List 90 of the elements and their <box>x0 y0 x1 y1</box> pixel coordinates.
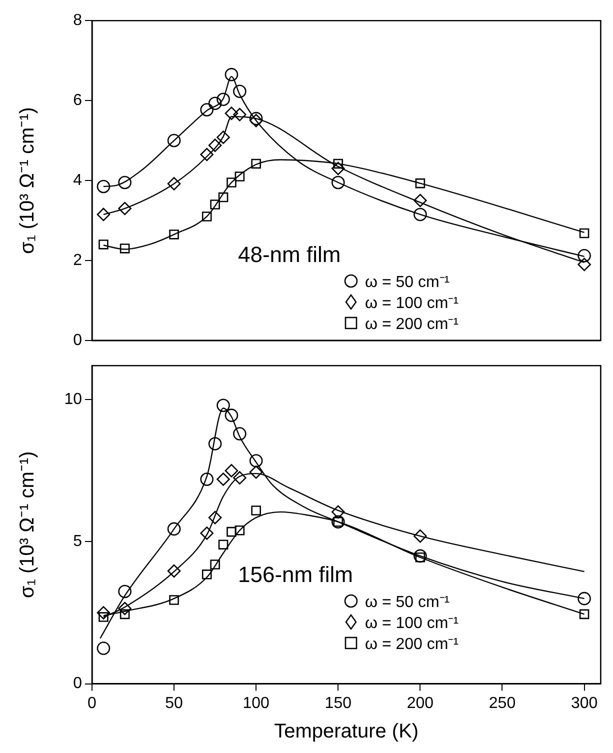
point <box>216 92 230 106</box>
legend-label: ω = 200 cm⁻¹ <box>365 314 459 334</box>
point <box>226 178 236 188</box>
point <box>233 427 246 440</box>
point <box>251 158 261 169</box>
point <box>251 506 261 516</box>
point <box>208 437 222 450</box>
point <box>233 84 246 98</box>
point <box>414 194 427 208</box>
point <box>233 108 246 122</box>
point <box>120 244 130 254</box>
point <box>224 106 238 120</box>
x-axis-title: Temperature (K) <box>274 720 419 743</box>
point <box>224 464 238 478</box>
point <box>167 134 181 148</box>
legend-title: 48-nm film <box>238 242 342 268</box>
y-tick-label: 6 <box>73 92 82 109</box>
point <box>218 192 228 202</box>
y-tick-label: 5 <box>73 533 82 550</box>
point <box>234 172 245 182</box>
legend-label: ω = 100 cm⁻¹ <box>365 614 459 632</box>
point <box>167 564 181 578</box>
legend-title: 156-nm film <box>238 562 354 588</box>
y-tick-label: 2 <box>73 252 82 269</box>
point <box>118 176 132 190</box>
x-tick-label: 150 <box>324 694 352 712</box>
point <box>249 465 263 479</box>
x-tick-label: 250 <box>488 694 516 712</box>
x-tick-label: 100 <box>242 694 270 712</box>
point <box>96 642 110 655</box>
x-tick-label: 200 <box>406 694 434 712</box>
y-axis-title: σ₁ (10³ Ω⁻¹ cm⁻¹) <box>16 107 39 254</box>
x-tick-label: 50 <box>165 694 184 712</box>
point <box>200 148 214 162</box>
point <box>218 540 228 550</box>
point <box>578 592 591 606</box>
point <box>578 249 591 262</box>
point <box>234 525 245 536</box>
x-tick-label: 300 <box>570 694 598 712</box>
x-tick-label: 0 <box>88 694 97 712</box>
y-axis-title: σ₁ (10³ Ω⁻¹ cm⁻¹) <box>16 451 39 598</box>
point <box>233 471 246 484</box>
point <box>96 606 110 620</box>
point <box>578 258 591 272</box>
point <box>216 130 230 144</box>
point <box>331 162 345 176</box>
point <box>414 529 427 543</box>
point <box>208 510 222 524</box>
point <box>120 609 130 620</box>
point <box>200 526 214 540</box>
y-tick-label: 10 <box>64 391 82 408</box>
point <box>249 454 263 468</box>
point <box>96 208 110 222</box>
point <box>414 208 427 222</box>
point <box>210 200 220 210</box>
legend-label: ω = 50 cm⁻¹ <box>365 272 450 292</box>
y-tick-label: 4 <box>73 172 82 189</box>
point <box>224 68 238 82</box>
point <box>208 138 222 152</box>
point <box>98 240 108 250</box>
point <box>118 584 132 598</box>
point <box>208 96 222 110</box>
point <box>167 522 181 536</box>
y-tick-label: 8 <box>73 12 82 30</box>
point <box>331 176 345 190</box>
point <box>210 560 220 570</box>
point <box>579 228 590 238</box>
point <box>331 505 345 519</box>
point <box>169 230 179 240</box>
point <box>202 570 212 580</box>
point <box>167 177 181 190</box>
point <box>118 202 132 216</box>
point <box>415 178 426 188</box>
point <box>224 408 238 422</box>
point <box>96 180 110 194</box>
point <box>579 609 590 620</box>
legend-label: ω = 200 cm⁻¹ <box>365 634 459 654</box>
point <box>200 472 214 486</box>
point <box>226 526 236 537</box>
point <box>216 472 230 486</box>
legend-label: ω = 100 cm⁻¹ <box>365 294 459 312</box>
point <box>216 398 230 412</box>
point <box>118 602 132 616</box>
legend-label: ω = 50 cm⁻¹ <box>365 592 450 612</box>
point <box>200 103 214 116</box>
point <box>169 595 179 605</box>
point <box>202 212 212 222</box>
point <box>414 549 427 563</box>
y-tick-label: 0 <box>73 675 82 692</box>
y-tick-label: 0 <box>73 332 82 349</box>
